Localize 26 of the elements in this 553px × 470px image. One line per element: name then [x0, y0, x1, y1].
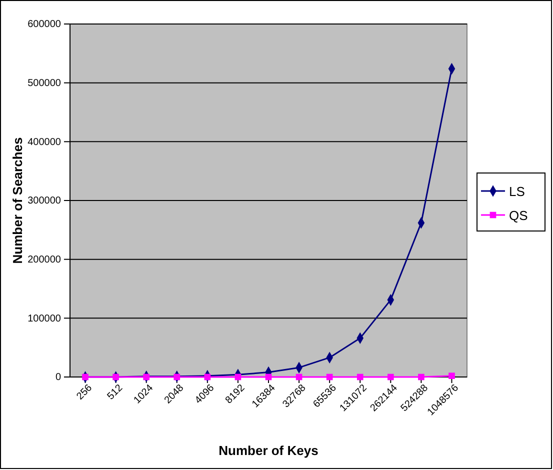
point: [326, 374, 333, 380]
legend-label: LS: [509, 184, 526, 199]
point: [112, 374, 119, 380]
y-tick-label: 500000: [28, 78, 62, 90]
point: [418, 374, 424, 380]
y-tick-label: 400000: [28, 136, 62, 148]
y-tick-label: 300000: [28, 196, 62, 207]
point: [448, 372, 455, 379]
x-tick-label: 512: [105, 382, 126, 402]
point: [143, 374, 150, 380]
x-tick-label: 256: [74, 382, 95, 402]
y-tick-label: 200000: [28, 254, 62, 266]
legend-label: QS: [509, 208, 528, 223]
point: [296, 374, 302, 380]
y-tick-label: 600000: [28, 19, 62, 30]
x-axis-title: Number of Keys: [218, 443, 318, 458]
point: [82, 374, 88, 380]
point: [174, 374, 180, 380]
y-tick-label: 100000: [28, 313, 62, 324]
point: [387, 374, 394, 380]
point: [356, 374, 364, 380]
y-axis-title: Number of Searches: [10, 137, 25, 264]
point: [265, 374, 272, 380]
y-tick-label: 0: [55, 372, 62, 384]
point: [204, 374, 211, 380]
point: [234, 374, 242, 380]
